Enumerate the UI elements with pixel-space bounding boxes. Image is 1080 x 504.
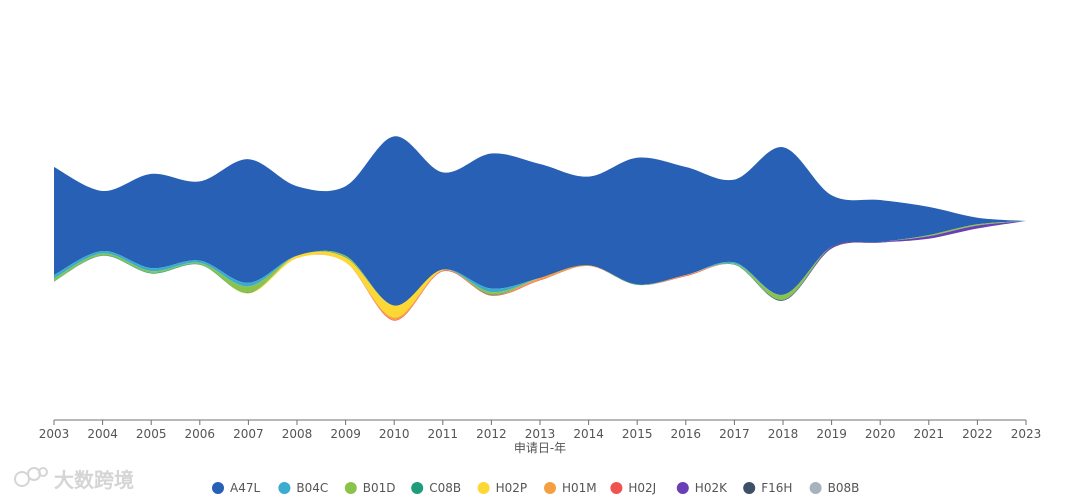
x-tick-label: 2006 [185, 427, 216, 441]
series-layer [54, 136, 1026, 321]
watermark-text: 大数跨境 [54, 468, 134, 492]
series-area-a47l [54, 136, 1026, 306]
x-tick-label: 2004 [87, 427, 118, 441]
x-tick-label: 2010 [379, 427, 410, 441]
x-tick-label: 2020 [865, 427, 896, 441]
legend-marker [212, 482, 224, 494]
legend-marker [411, 482, 424, 494]
x-axis: 2003 2004 2005 2006 2007 2008 2009 2010 2011 2012… [39, 419, 1042, 441]
x-tick-label: 2013 [525, 427, 556, 441]
legend-item-h02p[interactable]: H02P [477, 481, 528, 495]
watermark: 大数跨境 [14, 467, 134, 492]
legend-marker [544, 482, 556, 494]
x-tick-label: 2007 [233, 427, 264, 441]
legend-marker [809, 482, 822, 494]
x-tick-label: 2015 [622, 427, 653, 441]
x-tick-label: 2019 [816, 427, 847, 441]
legend-item-h02k[interactable]: H02K [676, 481, 728, 495]
legend-item-h02j[interactable]: H02J [610, 481, 656, 495]
legend: A47L B04C B01D C08B H02P H01M H02J H02K F16H B08B [212, 481, 859, 495]
x-tick-label: 2023 [1011, 427, 1042, 441]
x-tick-label: 2016 [671, 427, 702, 441]
legend-label: H02P [496, 481, 528, 495]
x-tick-label: 2003 [39, 427, 70, 441]
legend-item-b04c[interactable]: B04C [278, 481, 328, 495]
legend-marker [344, 482, 357, 494]
legend-label: H01M [562, 481, 597, 495]
legend-item-f16h[interactable]: F16H [743, 481, 792, 495]
x-tick-label: 2021 [914, 427, 945, 441]
legend-item-a47l[interactable]: A47L [212, 481, 260, 495]
legend-item-b01d[interactable]: B01D [344, 481, 396, 495]
x-tick-label: 2017 [719, 427, 750, 441]
legend-marker [676, 482, 689, 494]
legend-label: B01D [363, 481, 396, 495]
x-tick-label: 2022 [962, 427, 993, 441]
legend-item-h01m[interactable]: H01M [544, 481, 597, 495]
legend-label: F16H [761, 481, 792, 495]
x-tick-label: 2008 [282, 427, 313, 441]
x-tick-label: 2005 [136, 427, 167, 441]
legend-label: C08B [429, 481, 461, 495]
legend-label: H02J [628, 481, 656, 495]
legend-item-c08b[interactable]: C08B [411, 481, 461, 495]
legend-marker [278, 482, 291, 494]
legend-label: B04C [296, 481, 328, 495]
legend-marker [610, 482, 623, 494]
x-tick-label: 2012 [476, 427, 507, 441]
x-axis-title: 申请日-年 [514, 441, 566, 455]
x-tick-label: 2011 [428, 427, 459, 441]
legend-label: H02K [695, 481, 728, 495]
x-tick-label: 2009 [330, 427, 361, 441]
legend-item-b08b[interactable]: B08B [809, 481, 860, 495]
legend-label: B08B [828, 481, 860, 495]
x-tick-label: 2014 [573, 427, 604, 441]
legend-marker [743, 482, 756, 494]
watermark-logo-icon [14, 467, 48, 487]
x-tick-label: 2018 [768, 427, 799, 441]
legend-label: A47L [230, 481, 260, 495]
legend-marker [477, 482, 490, 494]
